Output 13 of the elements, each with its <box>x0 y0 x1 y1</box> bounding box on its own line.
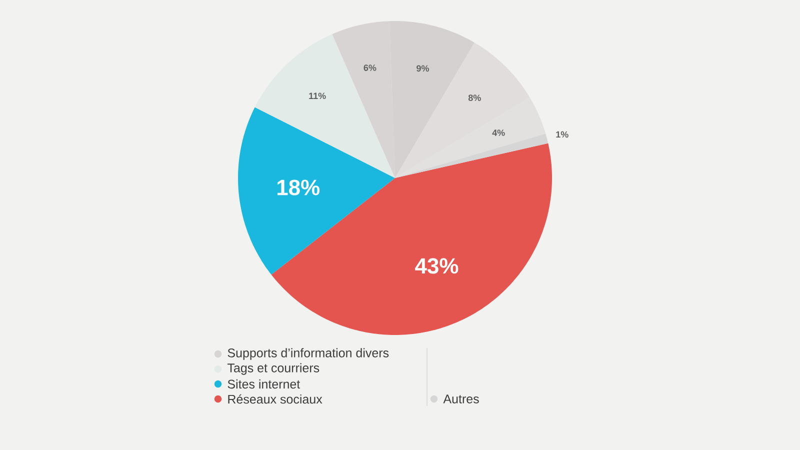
legend-label: Tags et courriers <box>227 363 320 375</box>
data-label: 1% <box>556 131 568 138</box>
data-label: 43% <box>415 258 458 274</box>
data-label: 11% <box>309 92 326 100</box>
data-label: 9% <box>416 65 429 72</box>
legend-label: Autres <box>443 394 479 404</box>
data-label: 4% <box>492 130 505 136</box>
data-label: 18% <box>277 180 320 196</box>
legend-label: Supports d’information divers <box>228 348 389 360</box>
data-label: 8% <box>468 94 481 101</box>
data-label: 6% <box>364 64 376 71</box>
legend-label: Sites internet <box>228 379 300 389</box>
legend-label: Réseaux sociaux <box>228 394 322 404</box>
